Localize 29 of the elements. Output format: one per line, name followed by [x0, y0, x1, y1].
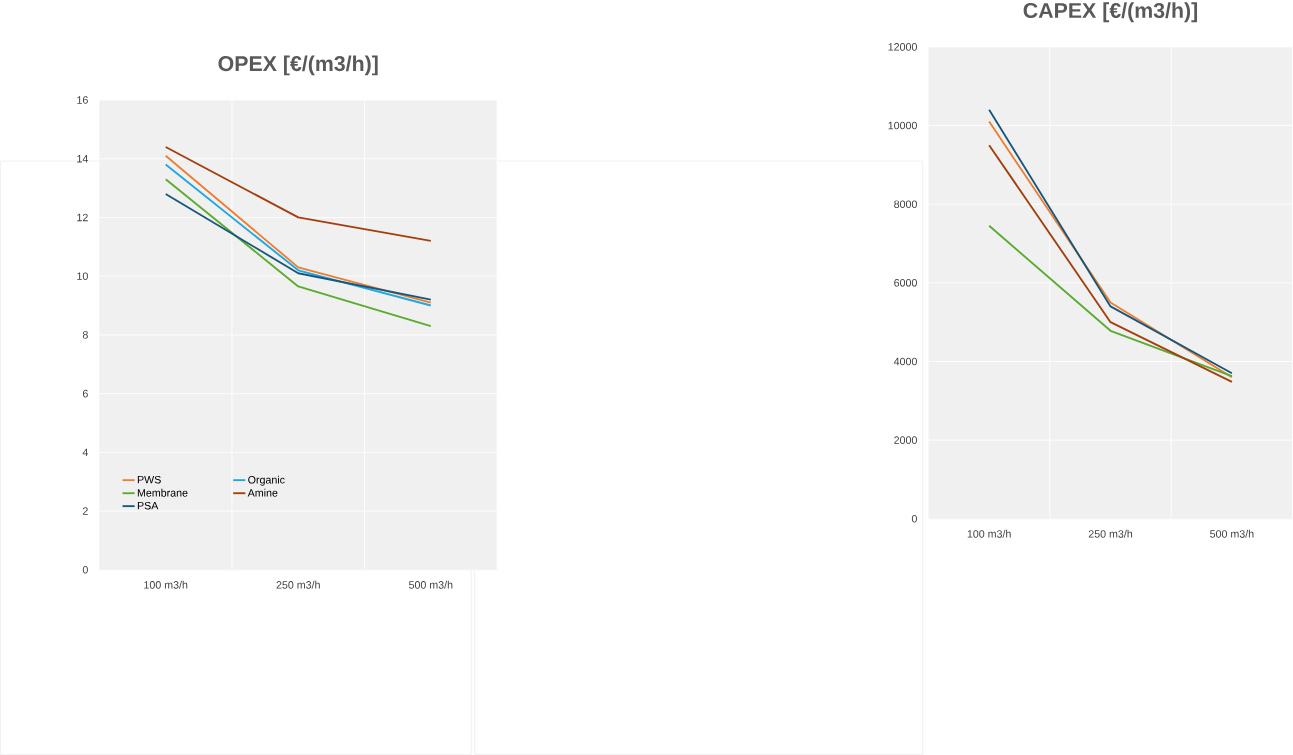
y-tick-label: 16 — [77, 96, 88, 104]
y-tick-label: 12 — [77, 213, 88, 222]
chart-title: OPEX [€/(m3/h)] — [218, 55, 378, 76]
legend-label: Organic — [248, 475, 285, 486]
y-tick-label: 0 — [82, 566, 88, 574]
y-tick-label: 0 — [911, 515, 917, 523]
y-tick-label: 12000 — [888, 43, 917, 51]
x-tick-label: 500 m3/h — [1210, 529, 1254, 538]
y-tick-label: 6000 — [894, 279, 917, 287]
x-tick-label: 250 m3/h — [1088, 529, 1133, 538]
legend-label: Membrane — [137, 488, 188, 497]
y-tick-label: 4 — [82, 448, 89, 457]
y-tick-label: 2000 — [894, 436, 917, 445]
x-tick-label: 500 m3/h — [408, 580, 453, 589]
legend-label: PWS — [137, 476, 161, 484]
legend-label: Amine — [247, 488, 278, 497]
y-tick-label: 10 — [77, 272, 88, 281]
y-tick-label: 2 — [82, 507, 88, 515]
y-tick-label: 10000 — [888, 121, 917, 130]
x-tick-label: 100 m3/h — [967, 529, 1011, 538]
y-tick-label: 6 — [82, 389, 88, 398]
y-tick-label: 8 — [82, 331, 88, 339]
y-tick-label: 14 — [77, 155, 89, 163]
legend-label: PSA — [137, 502, 159, 510]
x-tick-label: 250 m3/h — [276, 580, 320, 589]
y-tick-label: 4000 — [893, 357, 917, 366]
y-tick-label: 8000 — [894, 200, 917, 209]
x-tick-label: 100 m3/h — [144, 580, 188, 589]
chart-title: CAPEX [€/(m3/h)] — [1023, 2, 1198, 23]
